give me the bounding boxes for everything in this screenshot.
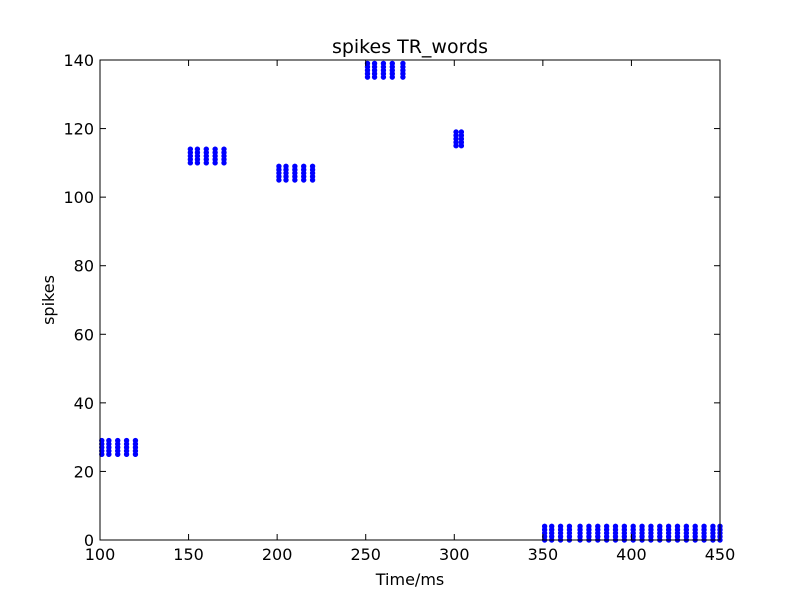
spike-point <box>194 146 201 152</box>
y-tick-label: 40 <box>74 394 94 413</box>
y-tick-label: 0 <box>84 531 94 550</box>
x-tick-label: 350 <box>528 545 559 564</box>
spike-point <box>309 163 316 169</box>
y-tick-label: 100 <box>63 188 94 207</box>
data-points <box>99 60 723 543</box>
spike-point <box>389 60 395 67</box>
spike-point <box>683 523 690 529</box>
spike-point <box>212 146 218 152</box>
spike-point <box>115 437 121 444</box>
spike-point <box>132 437 139 444</box>
x-tick-label: 100 <box>85 545 116 564</box>
spike-point <box>630 523 636 529</box>
spike-point <box>283 163 289 169</box>
x-tick-label: 450 <box>705 545 736 564</box>
spike-point <box>577 523 583 529</box>
spike-point <box>99 437 105 444</box>
spike-point <box>612 523 619 529</box>
x-tick-label: 250 <box>350 545 381 564</box>
spike-point <box>541 523 548 529</box>
spike-point <box>301 163 307 169</box>
spike-point <box>603 523 610 529</box>
y-tick-label: 20 <box>74 462 94 481</box>
y-tick-label: 80 <box>74 257 94 276</box>
spike-point <box>710 523 716 529</box>
spike-point <box>665 523 672 529</box>
y-axis-ticks: 0 20 40 60 80 100 120 140 <box>63 51 720 550</box>
spike-point <box>380 60 387 67</box>
spike-point <box>292 163 298 169</box>
spike-point <box>400 60 406 67</box>
spike-point <box>657 523 663 529</box>
spike-point <box>566 523 573 529</box>
spike-point <box>364 60 371 67</box>
spike-point <box>187 146 194 152</box>
x-axis-label: Time/ms <box>375 570 444 589</box>
spike-point <box>639 523 645 529</box>
spike-point <box>203 146 209 152</box>
spike-point <box>701 523 707 529</box>
spike-point <box>621 523 628 529</box>
spike-point <box>276 163 282 169</box>
x-tick-label: 300 <box>439 545 470 564</box>
spike-point <box>648 523 654 529</box>
spike-point <box>458 129 465 135</box>
spike-point <box>595 523 601 529</box>
spike-point <box>371 60 378 67</box>
spike-point <box>453 129 459 135</box>
x-tick-label: 150 <box>173 545 204 564</box>
x-tick-label: 200 <box>262 545 293 564</box>
spike-point <box>221 146 227 152</box>
chart-title: spikes TR_words <box>332 36 488 58</box>
y-axis-label: spikes <box>39 275 58 325</box>
y-tick-label: 120 <box>63 120 94 139</box>
x-tick-label: 400 <box>616 545 647 564</box>
x-axis-ticks: 100 150 200 250 300 350 400 450 <box>85 60 736 564</box>
spike-point <box>674 523 681 529</box>
y-tick-label: 140 <box>63 51 94 70</box>
spike-point <box>123 437 130 444</box>
spike-point <box>106 437 112 444</box>
spike-point <box>692 523 698 529</box>
spike-point <box>586 523 592 529</box>
plot-frame <box>99 59 721 541</box>
spike-point <box>557 523 564 529</box>
spike-point <box>549 523 555 529</box>
y-tick-label: 60 <box>74 325 94 344</box>
